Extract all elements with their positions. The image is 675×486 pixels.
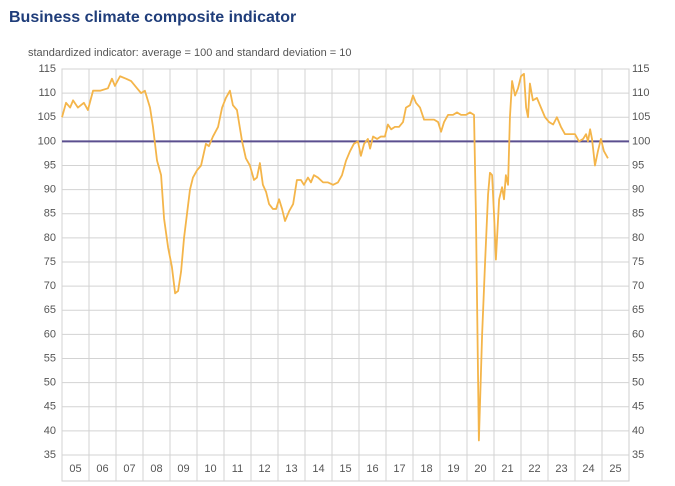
x-tick-label: 24 <box>582 463 594 475</box>
x-tick-label: 21 <box>501 463 513 475</box>
chart-title: Business climate composite indicator <box>9 9 296 26</box>
y2-tick-label: 95 <box>632 159 644 171</box>
y-tick-label: 45 <box>44 401 56 413</box>
y-tick-label: 100 <box>38 135 56 147</box>
y-tick-label: 40 <box>44 425 56 437</box>
x-tick-label: 19 <box>447 463 459 475</box>
x-tick-label: 13 <box>285 463 297 475</box>
x-tick-label: 11 <box>232 463 243 475</box>
y-tick-label: 80 <box>44 232 56 244</box>
y2-tick-label: 45 <box>632 401 644 413</box>
y-tick-label: 60 <box>44 328 56 340</box>
y2-tick-label: 50 <box>632 377 644 389</box>
x-tick-label: 10 <box>204 463 216 475</box>
y2-tick-label: 65 <box>632 304 644 316</box>
x-tick-label: 14 <box>312 463 324 475</box>
x-tick-label: 05 <box>69 463 81 475</box>
x-tick-label: 23 <box>555 463 567 475</box>
y2-tick-label: 80 <box>632 232 644 244</box>
x-tick-label: 25 <box>609 463 621 475</box>
x-tick-label: 12 <box>258 463 270 475</box>
y2-tick-label: 115 <box>632 63 650 75</box>
y2-tick-label: 60 <box>632 328 644 340</box>
y2-tick-label: 90 <box>632 184 644 196</box>
x-tick-label: 15 <box>339 463 351 475</box>
y2-tick-label: 40 <box>632 425 644 437</box>
series-line <box>61 72 609 442</box>
y-tick-label: 75 <box>44 256 56 268</box>
y2-tick-label: 70 <box>632 280 644 292</box>
y-tick-label: 50 <box>44 377 56 389</box>
y2-tick-label: 105 <box>632 111 650 123</box>
x-tick-label: 17 <box>393 463 405 475</box>
y-tick-label: 110 <box>38 87 56 99</box>
y2-tick-label: 55 <box>632 352 644 364</box>
y-tick-label: 105 <box>38 111 56 123</box>
x-tick-label: 16 <box>366 463 378 475</box>
y2-tick-label: 100 <box>632 135 650 147</box>
x-tick-label: 20 <box>474 463 486 475</box>
y-tick-label: 70 <box>44 280 56 292</box>
x-tick-label: 18 <box>420 463 432 475</box>
x-tick-label: 07 <box>123 463 135 475</box>
y-tick-label: 85 <box>44 208 56 220</box>
x-tick-label: 09 <box>177 463 189 475</box>
chart-subtitle: standardized indicator: average = 100 an… <box>28 47 352 59</box>
y2-tick-label: 35 <box>632 449 644 461</box>
x-tick-label: 22 <box>528 463 540 475</box>
y2-tick-label: 110 <box>632 87 650 99</box>
y-tick-label: 35 <box>44 449 56 461</box>
y-tick-label: 115 <box>38 63 56 75</box>
y-tick-label: 95 <box>44 159 56 171</box>
y2-tick-label: 75 <box>632 256 644 268</box>
y-tick-label: 65 <box>44 304 56 316</box>
y-tick-label: 55 <box>44 352 56 364</box>
x-tick-label: 06 <box>96 463 108 475</box>
y2-tick-label: 85 <box>632 208 644 220</box>
x-tick-label: 08 <box>150 463 162 475</box>
y-tick-label: 90 <box>44 184 56 196</box>
